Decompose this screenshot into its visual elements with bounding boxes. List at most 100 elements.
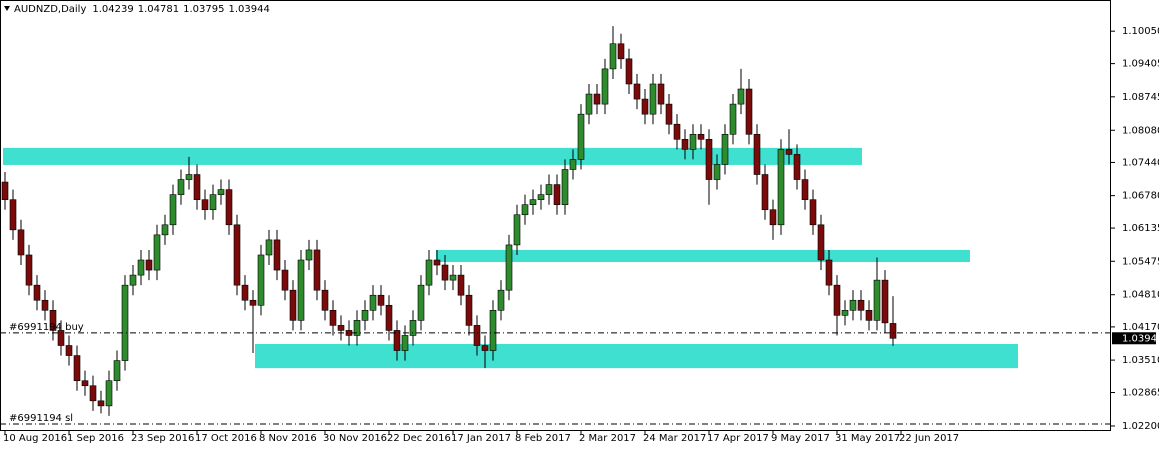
candle-body [137,259,145,276]
candle-body [409,320,417,336]
candle-body [769,209,777,226]
candle-body [649,83,657,115]
candle-body [497,289,505,311]
candle-body [833,284,841,316]
candle-body [25,254,33,286]
plot-frame [0,0,1111,431]
price-marker-label: 1.03944 [1122,333,1159,344]
x-tick-label: 31 May 2017 [835,433,900,444]
candle-body [585,93,593,115]
candle-body [209,194,217,211]
x-tick-label: 10 Aug 2016 [3,433,67,444]
y-tick-label: 1.04170 [1122,322,1159,333]
candle-body [625,58,633,85]
candle-body [1,181,9,200]
order-label: #6991194 sl [9,413,73,424]
candle-body [105,380,113,407]
candle-body [161,224,169,236]
candle-body [697,133,705,140]
candle-body [313,249,321,291]
candle-body [353,320,361,336]
zone [436,249,970,263]
candle-body [73,355,81,382]
candle-body [633,83,641,100]
candle-body [537,194,545,200]
candle-body [593,93,601,105]
candle-body [425,259,433,286]
candle-body [65,345,73,356]
candle-body [49,310,57,331]
candle-body [89,385,97,402]
candle-body [465,294,473,326]
candle-body [761,174,769,211]
candle-body [417,284,425,321]
candle-body [705,139,713,180]
candle-body [457,274,465,296]
ohlc-close: 1.03944 [228,4,269,15]
candle-body [217,189,225,195]
y-tick-label: 1.05475 [1122,256,1159,267]
candle-body [489,310,497,351]
y-tick-label: 1.03510 [1122,355,1159,366]
candle-body [153,234,161,271]
candle-body [553,184,561,205]
x-tick-label: 30 Nov 2016 [323,433,387,444]
x-tick-label: 8 Nov 2016 [259,433,317,444]
x-tick-label: 8 Feb 2017 [515,433,571,444]
x-tick-label: 1 Sep 2016 [67,433,124,444]
candle-body [505,244,513,291]
zone [255,344,1018,369]
price-marker [1112,332,1156,345]
candle-body [729,103,737,135]
x-tick-label: 23 Sep 2016 [131,433,194,444]
candle-body [441,264,449,281]
y-tick-label: 1.08745 [1122,92,1159,103]
x-tick-label: 22 Jun 2017 [899,433,959,444]
candle-body [513,214,521,246]
candle-body [121,284,129,361]
candle-body [401,335,409,351]
y-tick-label: 1.09405 [1122,59,1159,70]
candle-body [545,184,553,195]
candle-body [17,229,25,256]
candle-body [201,199,209,211]
candle-body [241,284,249,301]
x-tick-label: 2 Mar 2017 [579,433,636,444]
candle-body [785,149,793,155]
candle-body [177,179,185,195]
candle-body [257,254,265,306]
candle-body [57,330,65,346]
x-tick-label: 17 Oct 2016 [195,433,257,444]
y-tick-label: 1.02200 [1122,421,1159,432]
candle-body [569,159,577,170]
candle-body [249,299,257,306]
x-tick-label: 17 Apr 2017 [707,433,769,444]
candle-body [713,164,721,180]
candle-body [393,330,401,351]
candle-body [881,279,889,324]
menu-arrow[interactable] [4,6,10,11]
candle-body [673,123,681,140]
candle-body [561,169,569,205]
candle-body [657,83,665,105]
y-tick-label: 1.07440 [1122,157,1159,168]
candle-body [873,279,881,321]
candle-body [801,179,809,200]
candle-body [321,289,329,311]
candle-body [825,259,833,286]
candle-body [233,224,241,286]
x-tick-label: 22 Dec 2016 [387,433,451,444]
candle-body [97,400,105,407]
candle-body [9,199,17,231]
zone [3,147,862,165]
candle-body [865,310,873,321]
candle-body [841,310,849,316]
y-tick-label: 1.06135 [1122,223,1159,234]
candle-body [169,194,177,226]
candle-body [617,43,625,60]
candle-body [817,224,825,261]
candle-body [577,113,585,160]
chart-header: AUDNZD,Daily 1.04239 1.04781 1.03795 1.03944 [14,4,270,15]
candle-body [289,289,297,321]
candle-body [273,239,281,271]
